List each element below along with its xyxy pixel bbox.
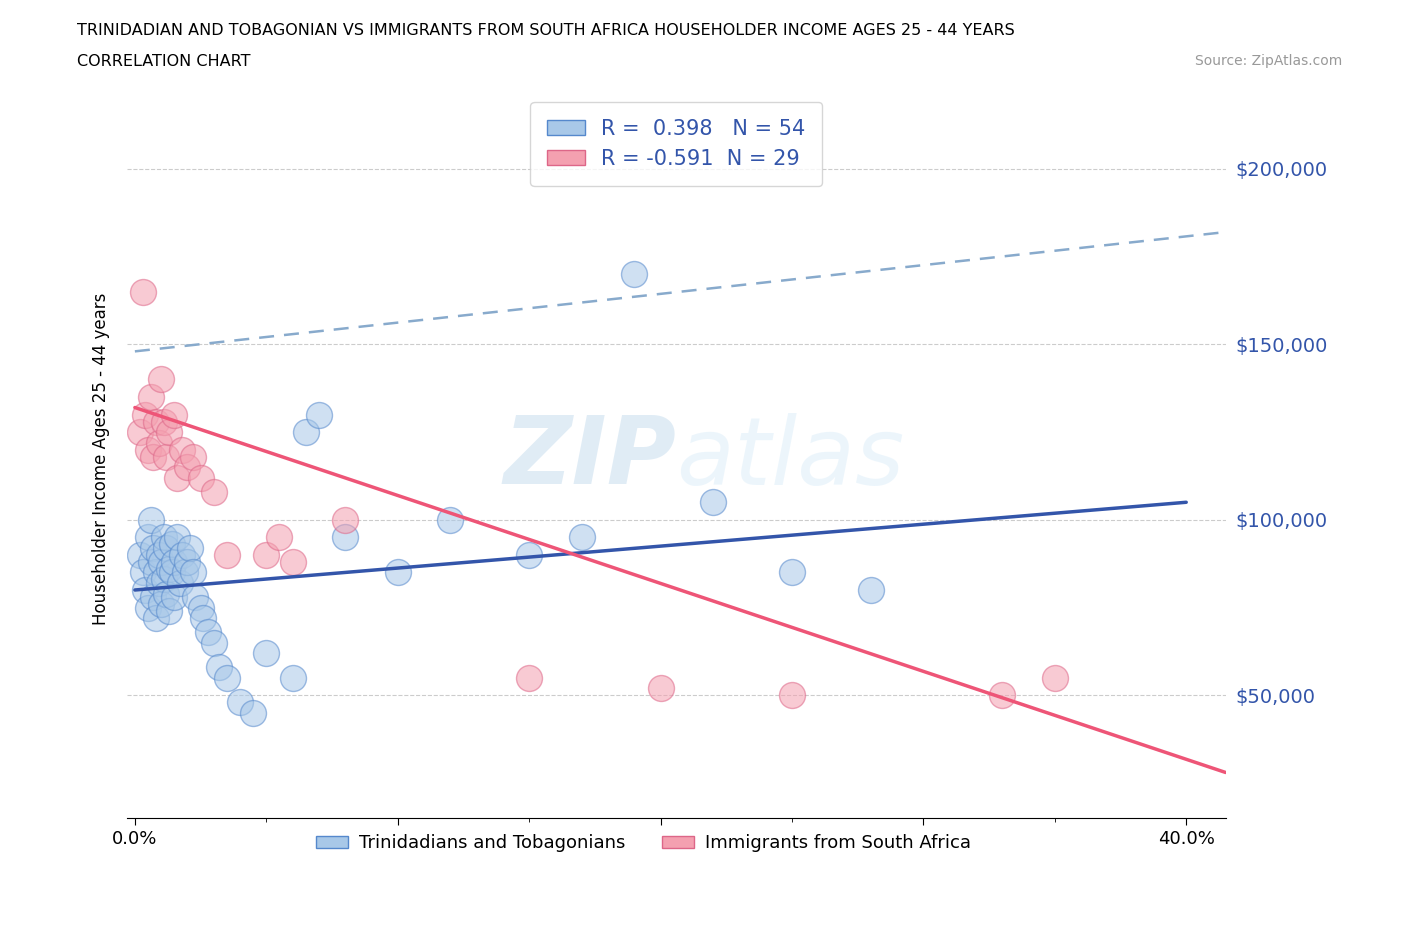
Point [859,582,882,597]
Point [155,540,177,555]
Point [184,590,207,604]
Text: ZIP: ZIP [503,412,676,504]
Point [166,471,188,485]
Point [215,548,238,563]
Point [150,597,173,612]
Point [129,548,152,563]
Point [142,590,165,604]
Point [148,576,170,591]
Text: Source: ZipAtlas.com: Source: ZipAtlas.com [1195,54,1343,68]
Point [139,554,162,569]
Point [136,442,159,457]
Point [150,554,173,569]
Point [157,604,180,618]
Point [650,681,672,696]
Point [152,530,174,545]
Point [202,635,225,650]
Point [702,495,724,510]
Point [517,671,540,685]
Point [148,435,170,450]
Point [181,565,204,580]
Point [179,540,201,555]
Point [571,530,593,545]
Point [333,530,356,545]
Point [163,554,186,569]
Point [269,530,291,545]
Point [132,285,155,299]
Point [308,407,330,422]
Legend: Trinidadians and Tobagonians, Immigrants from South Africa: Trinidadians and Tobagonians, Immigrants… [308,827,979,859]
Point [155,449,177,464]
Point [190,471,212,485]
Point [160,537,183,551]
Point [623,267,645,282]
Point [166,530,188,545]
Point [163,590,186,604]
Point [157,425,180,440]
Point [157,562,180,577]
Point [134,582,156,597]
Point [176,554,198,569]
Point [152,572,174,587]
Point [160,565,183,580]
Point [139,512,162,527]
Point [155,586,177,601]
Point [197,625,219,640]
Point [136,530,159,545]
Point [173,565,195,580]
Point [145,565,167,580]
Point [242,705,264,720]
Point [129,425,152,440]
Point [172,442,194,457]
Point [142,449,165,464]
Point [254,645,277,660]
Point [148,548,170,563]
Point [181,449,204,464]
Point [780,565,803,580]
Point [281,671,304,685]
Point [254,548,277,563]
Point [169,576,191,591]
Point [991,688,1014,703]
Point [132,565,155,580]
Text: atlas: atlas [676,413,904,504]
Point [190,600,212,615]
Point [229,695,252,710]
Point [152,414,174,429]
Point [780,688,803,703]
Point [139,390,162,405]
Point [163,407,186,422]
Y-axis label: Householder Income Ages 25 - 44 years: Householder Income Ages 25 - 44 years [93,292,110,625]
Point [145,611,167,626]
Text: CORRELATION CHART: CORRELATION CHART [77,54,250,69]
Point [294,425,316,440]
Point [145,414,167,429]
Point [387,565,409,580]
Text: TRINIDADIAN AND TOBAGONIAN VS IMMIGRANTS FROM SOUTH AFRICA HOUSEHOLDER INCOME AG: TRINIDADIAN AND TOBAGONIAN VS IMMIGRANTS… [77,23,1015,38]
Point [193,611,215,626]
Point [439,512,461,527]
Point [150,372,173,387]
Point [517,548,540,563]
Point [134,407,156,422]
Point [333,512,356,527]
Point [281,554,304,569]
Point [202,485,225,499]
Point [1043,671,1066,685]
Point [208,659,231,674]
Point [172,548,194,563]
Point [136,600,159,615]
Point [142,540,165,555]
Point [176,459,198,474]
Point [215,671,238,685]
